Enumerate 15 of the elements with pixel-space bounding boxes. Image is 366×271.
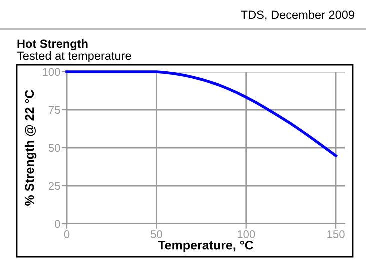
text: TDS, December 2009 [241, 10, 354, 21]
x-tick-label: 150 [328, 230, 345, 238]
y-tick-label: 75 [48, 106, 60, 114]
x-tick-label: 100 [238, 230, 256, 238]
y-tick-label: 50 [48, 144, 60, 152]
x-tick-label: 50 [150, 230, 162, 238]
x-tick-label: 0 [64, 230, 70, 238]
y-tick-label: 25 [48, 182, 60, 190]
x-axis-title: Temperature, °C [158, 240, 254, 252]
chart-subtitle: Tested at temperature [17, 52, 132, 63]
y-tick-label: 0 [55, 220, 60, 228]
chart-title: Hot Strength [18, 39, 88, 51]
y-axis-title: % Strength @ 22 °C [24, 90, 37, 206]
line-series [66, 70, 338, 158]
y-tick-label: 100 [43, 68, 60, 76]
